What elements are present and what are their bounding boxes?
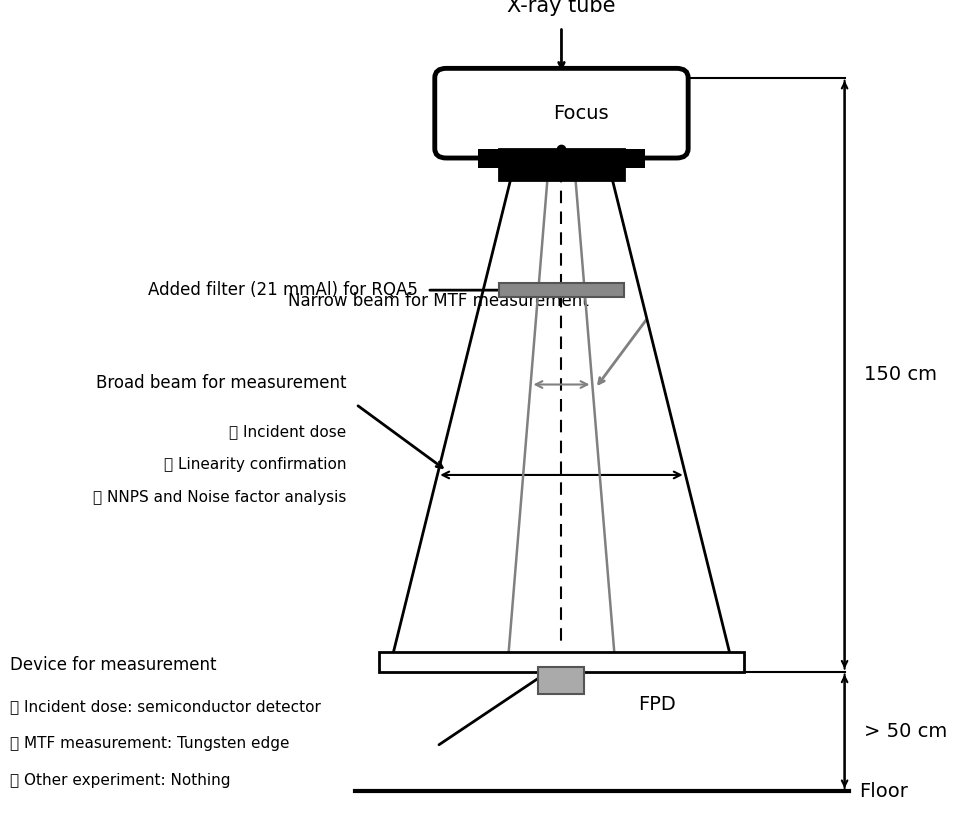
Bar	[379, 652, 743, 672]
Text: Added filter (21 mmAl) for RQA5: Added filter (21 mmAl) for RQA5	[148, 281, 417, 299]
Text: X-ray tube: X-ray tube	[507, 0, 616, 16]
Text: ・ Incident dose: semiconductor detector: ・ Incident dose: semiconductor detector	[10, 699, 320, 714]
Text: FPD: FPD	[639, 695, 677, 714]
Text: Narrow beam for MTF measurement: Narrow beam for MTF measurement	[287, 291, 589, 310]
Bar	[623, 149, 645, 168]
Text: > 50 cm: > 50 cm	[863, 722, 947, 741]
Text: ・ NNPS and Noise factor analysis: ・ NNPS and Noise factor analysis	[93, 490, 347, 505]
Text: Floor: Floor	[859, 782, 908, 800]
Text: Device for measurement: Device for measurement	[10, 656, 216, 674]
FancyBboxPatch shape	[435, 68, 688, 158]
Text: Broad beam for measurement: Broad beam for measurement	[96, 374, 347, 392]
Text: ・ Incident dose: ・ Incident dose	[229, 424, 347, 439]
Bar	[478, 149, 499, 168]
Text: ・ MTF measurement: Tungsten edge: ・ MTF measurement: Tungsten edge	[10, 736, 289, 751]
Text: 150 cm: 150 cm	[863, 365, 937, 384]
Text: ・ Other experiment: Nothing: ・ Other experiment: Nothing	[10, 773, 230, 788]
Bar	[538, 667, 585, 694]
Bar	[499, 149, 623, 180]
Bar	[499, 283, 623, 297]
Text: ・ Linearity confirmation: ・ Linearity confirmation	[164, 456, 347, 472]
Text: Focus: Focus	[553, 103, 609, 122]
